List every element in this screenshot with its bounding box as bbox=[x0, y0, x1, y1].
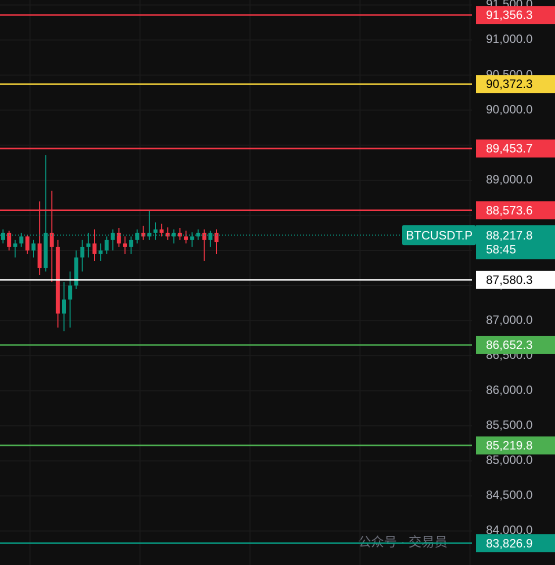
price-level-label: 86,652.3 bbox=[486, 338, 533, 352]
candle-body bbox=[1, 232, 5, 240]
candle-body bbox=[7, 232, 12, 247]
candle-body bbox=[135, 232, 140, 240]
candle-body bbox=[184, 236, 188, 240]
candle-body bbox=[98, 250, 103, 254]
candle-body bbox=[43, 232, 48, 268]
price-level-label: 91,356.3 bbox=[486, 8, 533, 22]
candle-body bbox=[147, 232, 152, 237]
candle-body bbox=[110, 232, 115, 240]
price-level-box bbox=[476, 75, 555, 94]
price-level-box bbox=[476, 534, 555, 553]
candle-body bbox=[31, 243, 36, 251]
candle-body bbox=[159, 229, 164, 233]
candle-body bbox=[153, 229, 158, 233]
price-level-label: 87,580.3 bbox=[486, 273, 533, 287]
y-tick-label: 90,000.0 bbox=[486, 102, 533, 116]
symbol-box bbox=[402, 225, 476, 246]
price-level-label: 90,372.3 bbox=[486, 77, 533, 91]
candle-body bbox=[92, 243, 97, 254]
countdown-label: 58:45 bbox=[486, 242, 516, 256]
candle-body bbox=[49, 232, 54, 247]
y-tick-label: 85,500.0 bbox=[486, 418, 533, 432]
candle-body bbox=[214, 232, 219, 243]
price-level-box bbox=[476, 139, 555, 158]
candle-body bbox=[177, 232, 182, 237]
candle-body bbox=[37, 243, 42, 268]
last-price-label: 88,217.8 bbox=[486, 228, 533, 242]
candle-body bbox=[13, 243, 18, 247]
candle-body bbox=[190, 236, 195, 240]
price-level-box bbox=[476, 436, 555, 455]
candle-body bbox=[141, 232, 146, 237]
price-level-box bbox=[476, 335, 555, 354]
symbol-label: BTCUSDT.P bbox=[406, 228, 473, 242]
price-level-label: 85,219.8 bbox=[486, 439, 533, 453]
candle-body bbox=[129, 239, 134, 247]
last-price-box bbox=[476, 225, 555, 260]
candle-body bbox=[202, 232, 207, 240]
y-tick-label: 86,000.0 bbox=[486, 383, 533, 397]
candle-body bbox=[19, 236, 24, 244]
y-tick-label: 85,000.0 bbox=[486, 453, 533, 467]
candle-body bbox=[165, 232, 170, 237]
candle-body bbox=[123, 243, 127, 247]
y-tick-label: 91,500.0 bbox=[486, 0, 533, 11]
price-level-label: 89,453.7 bbox=[486, 142, 533, 156]
candle-body bbox=[104, 239, 109, 251]
watermark: 公众号 · 交易员 bbox=[358, 534, 448, 549]
candle-body bbox=[68, 285, 73, 300]
y-tick-label: 87,000.0 bbox=[486, 313, 533, 327]
candle-body bbox=[171, 232, 176, 237]
candle-body bbox=[74, 257, 79, 286]
y-tick-label: 84,000.0 bbox=[486, 523, 533, 537]
candle-body bbox=[62, 299, 66, 314]
y-tick-label: 89,000.0 bbox=[486, 172, 533, 186]
candle-body bbox=[80, 246, 85, 258]
candle-body bbox=[208, 232, 213, 240]
y-tick-label: 84,500.0 bbox=[486, 488, 533, 502]
y-tick-label: 91,000.0 bbox=[486, 32, 533, 46]
price-level-label: 88,573.6 bbox=[486, 203, 533, 217]
candle-body bbox=[196, 232, 201, 237]
candle-body bbox=[25, 236, 30, 251]
price-level-box bbox=[476, 270, 555, 289]
candle-body bbox=[86, 243, 91, 247]
price-level-label: 83,826.9 bbox=[486, 536, 533, 550]
price-level-box bbox=[476, 6, 555, 25]
price-level-box bbox=[476, 201, 555, 220]
candle-body bbox=[116, 232, 121, 244]
